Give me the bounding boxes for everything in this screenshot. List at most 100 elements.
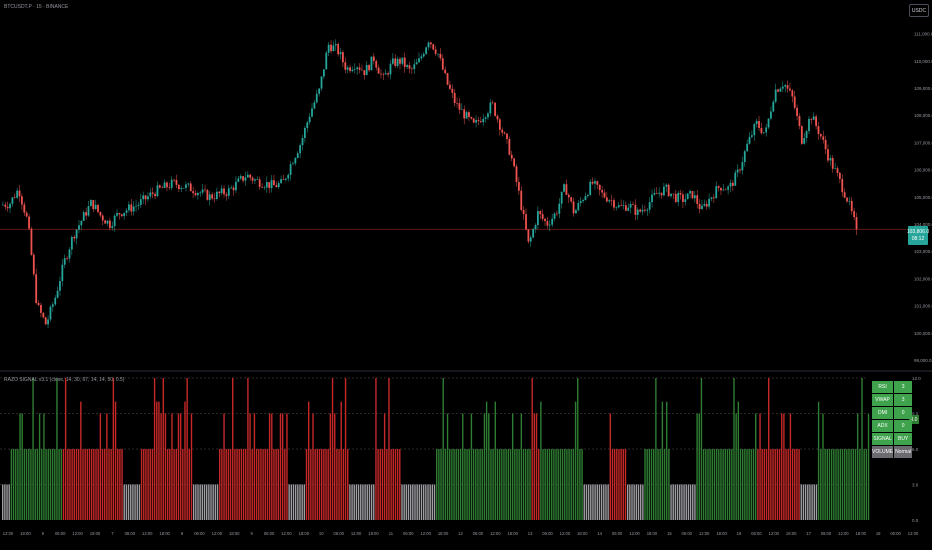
candle-body [301,137,304,146]
candle-body [30,228,33,255]
indicator-bar [739,449,742,520]
time-axis-label: 9 [250,531,253,536]
indicator-bar [416,484,418,520]
candle-body [35,274,38,304]
candle-body [401,57,404,64]
price-axis-label: 108,000.0 [914,113,932,118]
candle-body [342,52,344,63]
indicator-bar [494,401,496,520]
indicator-bar [299,484,301,520]
indicator-bar [607,484,609,520]
indicator-bar [826,449,828,520]
candle-body [391,58,394,64]
candle-body [527,229,530,242]
indicator-bar [449,449,451,520]
candle-body [16,190,19,198]
indicator-bar [147,449,149,520]
indicator-bar [735,413,737,520]
candle-body [32,254,35,275]
indicator-bar [722,449,724,520]
candle-body [54,297,57,305]
candle-body [834,168,837,169]
indicator-bar [188,449,191,520]
indicator-bar [648,449,651,520]
candle-body [824,139,827,150]
indicator-bar [433,484,436,520]
candle-body [294,157,297,164]
indicator-bar [624,449,627,520]
time-axis-label: 12:00 [838,531,849,536]
indicator-bar [635,484,638,520]
indicator-bar [336,449,338,520]
indicator-axis-label: 0.0 [912,518,919,523]
indicator-bar [566,449,568,520]
candle-body [724,189,727,191]
candle-body [94,204,97,210]
candle-body [213,198,216,200]
candle-body [135,205,137,207]
indicator-bar [843,449,846,520]
candle-body [246,174,249,178]
indicator-bar [412,484,414,520]
indicator-bar [698,413,700,520]
indicator-bar [709,449,711,520]
indicator-bar [720,449,722,520]
candle-body [187,183,190,185]
time-axis-label: 06:00 [751,531,762,536]
candle-body [232,187,235,191]
time-axis-label: 13 [528,531,533,536]
candle-body [144,195,147,200]
time-axis-label: 12:00 [281,531,292,536]
indicator-bar [622,449,625,520]
indicator-bar [186,378,188,520]
candle-body [332,45,335,52]
indicator-bar [516,449,518,520]
candle-body [772,101,775,112]
indicator-bar [496,449,499,520]
candle-body [491,102,494,104]
candle-body [712,197,715,199]
candle-body [78,225,80,230]
candle-body [242,176,244,181]
candle-body [163,182,166,188]
signal-value: 0 [894,407,913,419]
candle-body [44,317,47,325]
indicator-bar [82,449,84,520]
indicator-bar [67,449,69,520]
indicator-bar [303,484,306,520]
candle-body [156,185,159,197]
indicator-bar [431,484,434,520]
candle-body [829,158,832,161]
indicator-bar [409,484,412,520]
candle-body [755,121,758,125]
indicator-bar [800,484,802,520]
candle-body [47,319,49,325]
indicator-bar [453,449,455,520]
indicator-bar [197,484,199,520]
currency-button[interactable]: USDC [909,4,929,17]
indicator-bar [744,449,746,520]
candle-body [665,184,668,187]
indicator-bar [542,449,544,520]
candle-body [603,192,606,198]
candle-body [831,158,834,169]
candle-body [610,200,613,201]
candle-body [717,186,720,188]
indicator-bar [418,484,421,520]
indicator-bar [859,449,861,520]
indicator-bar [555,449,557,520]
candle-body [515,166,518,182]
indicator-bar [149,449,151,520]
candle-body [287,174,290,179]
indicator-bar [169,449,171,520]
time-axis-label: 18 [876,531,881,536]
indicator-bar [488,413,490,520]
time-axis-label: 12 [458,531,463,536]
indicator-bar [852,449,855,520]
candle-body [658,192,661,194]
indicator-bar [34,449,36,520]
candle-body [781,86,784,89]
indicator-bar [861,378,863,520]
